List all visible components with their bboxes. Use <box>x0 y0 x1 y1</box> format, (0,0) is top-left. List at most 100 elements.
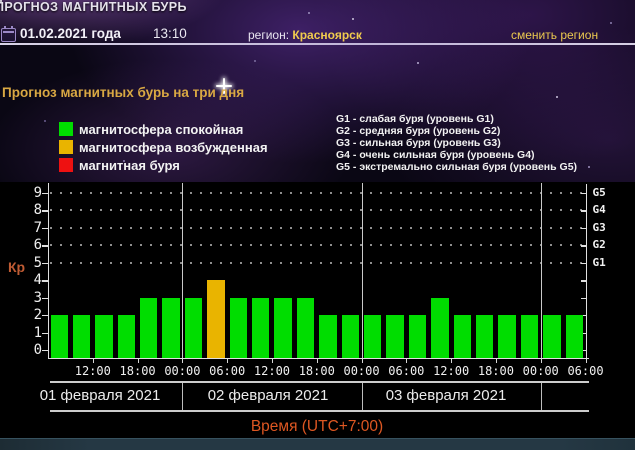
y-tick-left <box>42 245 48 247</box>
day-boundary-tick <box>540 381 542 410</box>
kp-bar <box>50 315 68 358</box>
gridline-dotted <box>50 226 584 229</box>
legend-label: магнитная буря <box>79 157 180 173</box>
kp-bar <box>162 297 180 358</box>
g2-description: G2 - средняя буря (уровень G2) <box>336 125 501 137</box>
kp-bar <box>296 297 315 358</box>
gridline-dotted <box>50 192 584 194</box>
y-tick-left <box>42 280 48 282</box>
g5-description: G5 - экстремально сильная буря (уровень … <box>336 161 578 173</box>
legend-label: магнитосфера спокойная <box>79 121 244 137</box>
gridline-dotted <box>50 209 584 212</box>
storm-color-swatch <box>59 158 73 172</box>
time-tick <box>451 358 453 363</box>
kp-bar <box>386 315 404 358</box>
y-tick-right <box>580 193 587 195</box>
time-tick <box>540 358 542 363</box>
day-boundary-tick <box>182 381 184 410</box>
time-tick <box>585 358 587 363</box>
kp-bar <box>520 315 539 358</box>
quiet-color-swatch <box>59 122 73 136</box>
g-scale-legend: G1 - слабая буря (уровень G1) G2 - средн… <box>336 113 577 173</box>
time-tick-label: 06:00 <box>388 364 425 378</box>
axis-row-line-upper <box>50 381 589 383</box>
time-tick <box>361 358 363 363</box>
time-tick <box>495 358 497 363</box>
time-tick-label: 12:00 <box>253 364 291 378</box>
gridline-dotted <box>50 244 584 247</box>
legend-item-storm: магнитная буря <box>59 156 268 174</box>
y-tick-left <box>42 332 48 334</box>
time-tick-label: 12:00 <box>433 364 470 378</box>
g-level-label: G4 <box>592 203 606 217</box>
time-tick-label: 00:00 <box>343 364 380 378</box>
day-separator-line <box>361 183 363 358</box>
date-group-3: 03 февраля 2021 <box>385 387 507 404</box>
time-tick-label: 06:00 <box>209 364 246 378</box>
kp-bar <box>341 315 360 358</box>
kp-bar <box>476 315 494 358</box>
legend-item-excited: магнитосфера возбужденная <box>59 138 268 156</box>
g3-description: G3 - сильная буря (уровень G3) <box>336 137 501 149</box>
g-level-label: G2 <box>592 238 606 252</box>
status-legend: магнитосфера спокойная магнитосфера возб… <box>59 120 268 174</box>
kp-bar <box>184 297 203 358</box>
g1-description: G1 - слабая буря (уровень G1) <box>336 113 494 125</box>
time-tick-label: 00:00 <box>164 364 201 378</box>
y-tick-right <box>580 245 587 247</box>
y-tick-label: 4 <box>33 272 42 289</box>
y-tick-label: 9 <box>33 185 42 201</box>
y-tick-label: 5 <box>33 254 42 271</box>
legend-label: магнитосфера возбужденная <box>79 139 268 155</box>
time-tick <box>316 358 318 363</box>
time-tick-label: 18:00 <box>298 364 335 378</box>
kp-bar <box>207 280 225 358</box>
background-stars <box>0 0 2 2</box>
x-axis-title: Время (UTC+7:00) <box>250 418 384 435</box>
y-axis-title: Кр <box>8 259 26 275</box>
y-tick-left <box>42 227 48 230</box>
kp-bar <box>431 297 449 358</box>
calendar-icon <box>1 26 16 42</box>
region-row: регион: Красноярск <box>248 28 362 42</box>
time-tick-label: 06:00 <box>567 364 604 378</box>
y-tick-left <box>42 315 48 317</box>
y-tick-right <box>580 262 587 265</box>
kp-bar <box>72 315 91 358</box>
kp-bar <box>543 315 561 358</box>
kp-bar <box>274 297 292 358</box>
y-tick-label: 3 <box>33 289 42 306</box>
day-boundary-tick <box>361 381 363 410</box>
time-tick <box>182 358 184 363</box>
kp-bar <box>229 297 248 358</box>
y-tick-label: 8 <box>33 202 42 219</box>
g-level-label: G5 <box>592 186 606 199</box>
y-tick-left <box>42 193 48 195</box>
kp-bar <box>565 315 583 358</box>
y-tick-left <box>42 210 48 212</box>
kp-bar <box>408 315 427 358</box>
date-group-2: 02 февраля 2021 <box>207 387 329 404</box>
y-tick-right <box>580 297 587 299</box>
y-tick-label: 1 <box>33 324 42 341</box>
current-date: 01.02.2021 года <box>20 26 121 41</box>
y-tick-left <box>42 350 48 352</box>
kp-bar <box>140 297 158 358</box>
y-tick-label: 2 <box>33 307 42 324</box>
space-nebula-background <box>0 0 635 182</box>
site-title: ПРОГНОЗ МАГНИТНЫХ БУРЬ <box>0 0 187 14</box>
kp-bar <box>498 315 516 358</box>
kp-bar <box>319 315 337 358</box>
change-region-link[interactable]: сменить регион <box>511 28 599 42</box>
g4-description: G4 - очень сильная буря (уровень G4) <box>336 149 535 161</box>
y-tick-left <box>42 262 48 265</box>
x-axis-baseline <box>48 357 589 359</box>
legend-item-quiet: магнитосфера спокойная <box>59 120 268 138</box>
kp-bar <box>252 297 270 358</box>
date-group-1: 01 февраля 2021 <box>39 387 161 404</box>
y-tick-right <box>580 210 587 212</box>
page-title: Прогноз магнитных бурь на три дня <box>2 85 245 100</box>
kp-bar <box>117 315 136 358</box>
